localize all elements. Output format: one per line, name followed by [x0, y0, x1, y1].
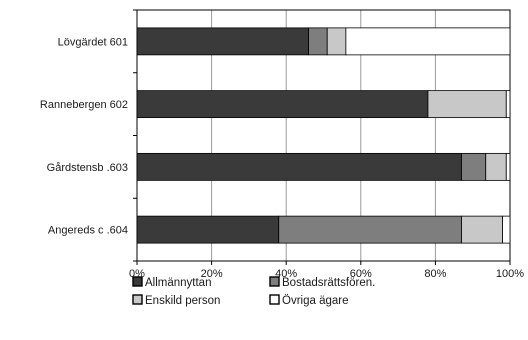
legend-swatch	[269, 294, 280, 305]
bar-segment	[502, 215, 511, 244]
bar-segment	[345, 27, 511, 56]
legend-label: Allmännyttan	[145, 277, 211, 289]
category-label: Gårdstensb .603	[47, 162, 128, 174]
category-label: Angereds c .604	[48, 225, 128, 237]
category-labels: Lövgärdet 601 Rannebergen 602 Gårdstensb .…	[40, 9, 137, 262]
legend-label: Bostadsrättsfören.	[282, 277, 375, 289]
bar-segment	[136, 27, 309, 56]
legend: Allmännyttan Bostadsrättsfören. Enskild pe…	[132, 276, 375, 307]
x-tick-label: 80%	[424, 268, 446, 280]
x-tick-label: 40%	[275, 268, 297, 280]
bar-segment	[278, 215, 462, 244]
bars-layer	[136, 27, 511, 244]
bar-segment	[136, 90, 429, 119]
bar-segment	[308, 27, 328, 56]
x-tick-label: 20%	[201, 268, 223, 280]
legend-swatch	[132, 294, 143, 305]
bar-segment	[136, 215, 280, 244]
bar-segment	[485, 152, 507, 181]
x-tick-label: 60%	[350, 268, 372, 280]
bar-segment	[136, 152, 462, 181]
x-tick-label: 100%	[496, 268, 524, 280]
bar-segment	[461, 152, 487, 181]
bar-segment	[427, 90, 507, 119]
bar-segment	[461, 215, 503, 244]
legend-label: Övriga ägare	[282, 295, 348, 307]
bar-segment	[505, 152, 511, 181]
category-label: Lövgärdet 601	[58, 36, 128, 48]
legend-swatch	[132, 276, 143, 287]
bar-segment	[326, 27, 347, 56]
legend-swatch	[269, 276, 280, 287]
bar-segment	[505, 90, 511, 119]
legend-label: Enskild person	[145, 295, 220, 307]
category-label: Rannebergen 602	[40, 99, 128, 111]
